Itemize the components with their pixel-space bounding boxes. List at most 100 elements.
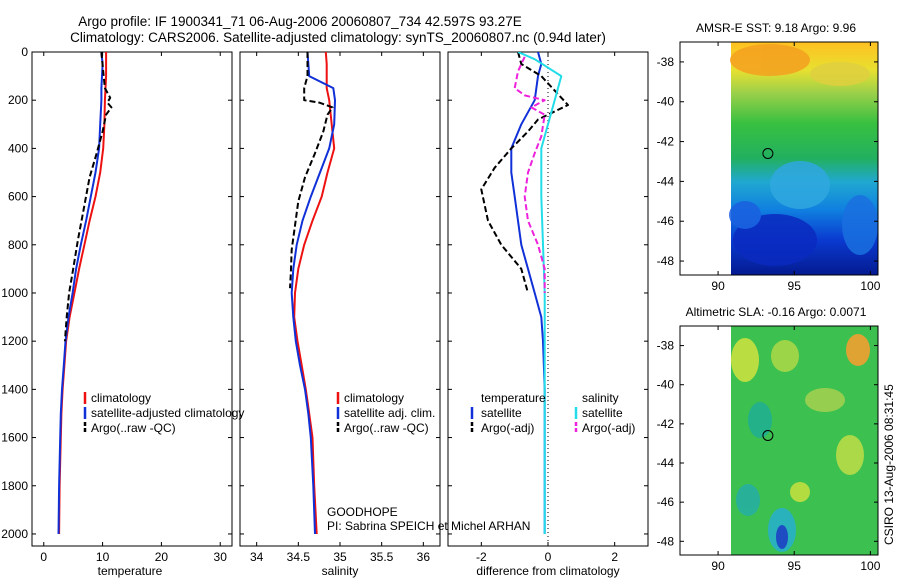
y-tick-label: -46: [657, 214, 675, 228]
x-tick-label: 90: [711, 559, 725, 573]
legend-label-argo: Argo(..raw -QC): [91, 421, 176, 435]
x-tick-label: 95: [788, 559, 802, 573]
argo-float-marker: [762, 430, 774, 441]
x-tick-label: 36: [417, 550, 431, 564]
sla-high-patch: [771, 340, 799, 372]
y-tick-label: 0: [21, 45, 28, 59]
temperature-lines: [57, 52, 113, 535]
sst-cold-patch: [733, 214, 817, 266]
x-tick-label: 90: [711, 279, 725, 293]
y-tick-label: 600: [8, 190, 28, 204]
sla-map-panel: Altimetric SLA: -0.16 Argo: 0.0071 90 95 1…: [657, 305, 881, 573]
y-tick-label: -44: [657, 174, 675, 188]
x-tick-label: 34: [250, 550, 264, 564]
y-tick-label: 800: [8, 238, 28, 252]
sst-map-panel: AMSR-E SST: 9.18 Argo: 9.96 90 95 100 -38 -4…: [657, 21, 881, 293]
y-tick-label: 2000: [1, 527, 28, 541]
y-tick-label: -48: [657, 534, 675, 548]
series-line-salinity-argo-adj: [513, 56, 546, 293]
salinity-legend: climatology satellite adj. clim. Argo(..…: [336, 391, 435, 435]
sla-low-patch: [776, 525, 788, 549]
legend-label-climatology: climatology: [344, 391, 404, 405]
y-tick-label: 1400: [1, 382, 28, 396]
y-tick-label: -38: [657, 55, 675, 69]
pi-label: PI: Sabrina SPEICH et Michel ARHAN: [327, 519, 530, 533]
legend-label-temp-argo: Argo(-adj): [481, 421, 534, 435]
x-tick-label: 0: [40, 550, 47, 564]
x-tick-label: 100: [860, 559, 880, 573]
figure-title-line-2: Climatology: CARS2006. Satellite-adjuste…: [70, 30, 606, 45]
y-tick-label: -42: [657, 417, 675, 431]
sst-map-title: AMSR-E SST: 9.18 Argo: 9.96: [696, 21, 856, 35]
x-tick-label: 35: [333, 550, 347, 564]
y-tick-label: -38: [657, 339, 675, 353]
x-tick-label: 35.5: [370, 550, 394, 564]
sst-cool-patch: [770, 161, 830, 209]
y-tick-label: 1200: [1, 334, 28, 348]
temperature-axes-frame: [31, 51, 233, 547]
y-tick-label: 1600: [1, 431, 28, 445]
sst-map-ticks: 90 95 100 -38 -40 -42 -44 -46 -48: [657, 42, 881, 293]
legend-label-satellite-adjusted: satellite-adjusted climatology: [91, 406, 244, 420]
series-line-satellite-adjusted-climatology: [57, 52, 104, 535]
y-tick-label: 200: [8, 93, 28, 107]
sla-map-texture: [731, 334, 870, 552]
legend-heading-salinity: salinity: [582, 391, 619, 405]
legend-label-temp-satellite: satellite: [481, 406, 522, 420]
figure-title-line-1: Argo profile: IF 1900341_71 06-Aug-2006 …: [78, 14, 522, 29]
sla-high-patch: [836, 435, 864, 475]
x-tick-label: 34.5: [287, 550, 311, 564]
sla-map-title: Altimetric SLA: -0.16 Argo: 0.0071: [686, 305, 867, 319]
x-tick-label: 95: [788, 279, 802, 293]
argo-float-marker: [762, 148, 774, 159]
y-tick-label: -44: [657, 456, 675, 470]
legend-label-argo: Argo(..raw -QC): [344, 421, 429, 435]
sst-cool-patch: [842, 195, 878, 255]
y-tick-label: 400: [8, 141, 28, 155]
legend-label-satellite-adj: satellite adj. clim.: [344, 406, 435, 420]
y-tick-label: -42: [657, 135, 675, 149]
difference-xlabel: difference from climatology: [476, 564, 619, 578]
salinity-xlabel: salinity: [322, 564, 359, 578]
series-line-climatology: [293, 52, 336, 535]
legend-label-sal-satellite: satellite: [582, 406, 623, 420]
series-line-temperature-argo-adj: [480, 52, 569, 294]
legend-label-climatology: climatology: [91, 391, 151, 405]
temperature-xlabel: temperature: [98, 564, 163, 578]
y-tick-label: 1000: [1, 286, 28, 300]
x-tick-label: -2: [476, 550, 487, 564]
difference-ticks: -2 0 2: [448, 51, 648, 564]
sla-high-patch: [790, 482, 810, 502]
y-tick-label: -40: [657, 378, 675, 392]
sla-map-frame: [679, 325, 879, 556]
difference-lines: [480, 52, 569, 534]
sst-warm-patch: [810, 62, 870, 86]
legend-label-sal-argo: Argo(-adj): [582, 421, 635, 435]
x-tick-label: 10: [96, 550, 110, 564]
series-line-climatology: [58, 52, 108, 535]
sla-high-patch: [805, 388, 845, 412]
x-tick-label: 20: [155, 550, 169, 564]
x-tick-label: 100: [860, 279, 880, 293]
sst-map-texture: [729, 44, 878, 266]
sla-low-patch: [736, 484, 760, 516]
y-tick-label: -48: [657, 254, 675, 268]
sla-map-ticks: 90 95 100 -38 -40 -42 -44 -46 -48: [657, 326, 881, 573]
y-tick-label: 1800: [1, 479, 28, 493]
difference-legend: temperature satellite Argo(-adj) salinit…: [470, 391, 635, 435]
salinity-ticks: 34 34.5 35 35.5 36: [240, 51, 440, 564]
sla-high-patch: [846, 334, 870, 366]
side-timestamp-label: CSIRO 13-Aug-2006 08:31:45: [882, 384, 896, 545]
salinity-panel: 34 34.5 35 35.5 36 salinity climatology sate…: [239, 51, 530, 578]
series-line-satellite-adj-clim: [290, 52, 336, 535]
temperature-legend: climatology satellite-adjusted climatolo…: [83, 391, 244, 435]
project-label: GOODHOPE: [327, 505, 398, 519]
x-tick-label: 2: [611, 550, 618, 564]
salinity-lines: [289, 52, 336, 535]
temperature-panel: 0 10 20 30 0 200 400 600 800 1000 1200 1400 1600 1800…: [1, 45, 244, 578]
salinity-axes-frame: [239, 51, 441, 547]
sst-map-frame: [679, 41, 879, 276]
sst-warm-patch: [730, 44, 810, 76]
series-line-argo-raw-qc: [63, 52, 113, 342]
